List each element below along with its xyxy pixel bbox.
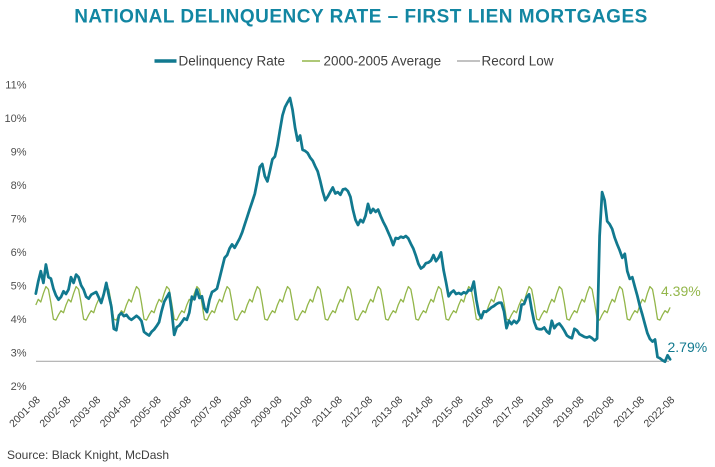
svg-text:9%: 9% [11, 146, 27, 158]
svg-text:Record Low: Record Low [482, 54, 554, 69]
svg-text:8%: 8% [11, 180, 27, 192]
svg-text:4%: 4% [11, 314, 27, 326]
svg-text:2000-2005 Average: 2000-2005 Average [324, 54, 442, 69]
svg-text:2.79%: 2.79% [668, 339, 708, 355]
svg-text:6%: 6% [11, 247, 27, 259]
svg-text:Source: Black Knight, McDash: Source: Black Knight, McDash [7, 448, 169, 462]
svg-text:11%: 11% [5, 79, 26, 91]
svg-text:3%: 3% [11, 347, 27, 359]
svg-text:NATIONAL DELINQUENCY RATE – FI: NATIONAL DELINQUENCY RATE – FIRST LIEN M… [74, 7, 648, 28]
svg-text:10%: 10% [4, 113, 26, 125]
svg-text:7%: 7% [11, 213, 27, 225]
svg-text:5%: 5% [11, 280, 27, 292]
svg-text:Delinquency Rate: Delinquency Rate [179, 54, 286, 69]
svg-text:2%: 2% [11, 381, 27, 393]
svg-text:4.39%: 4.39% [661, 283, 701, 299]
